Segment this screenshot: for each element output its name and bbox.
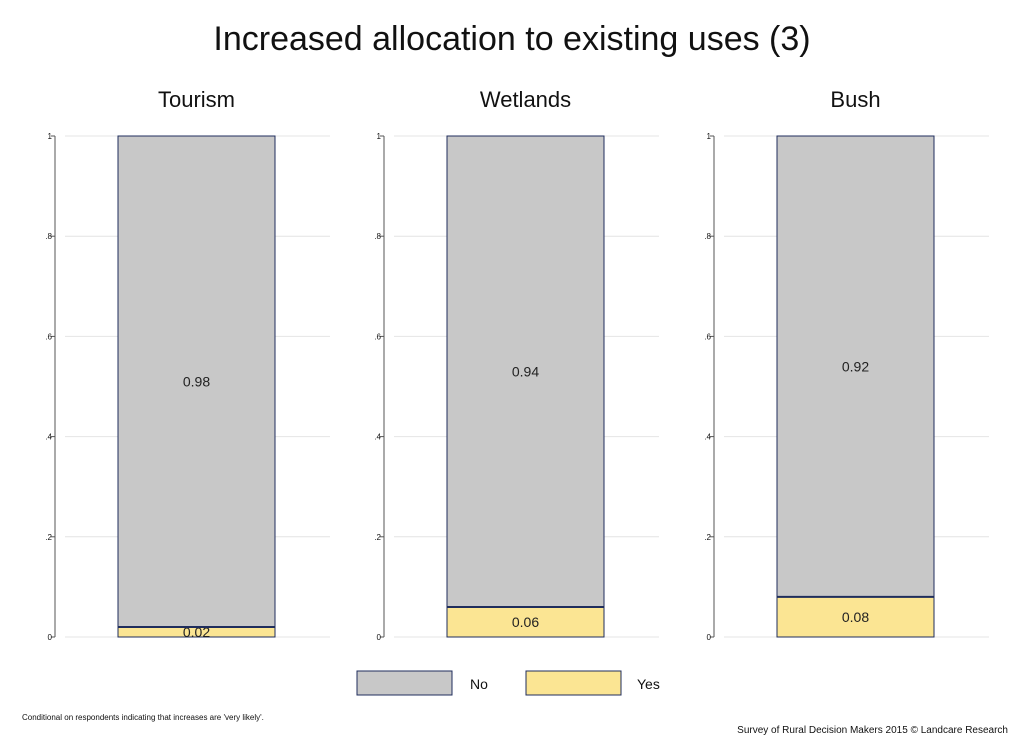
y-tick-label: .8	[374, 232, 381, 241]
panels: Tourism 0 .2 .4 .6 .8 1 0.02 0.98 Wetlands 0 .2 .4 .6…	[45, 87, 989, 642]
data-label-no: 0.98	[183, 373, 210, 389]
legend: No Yes	[356, 670, 660, 696]
bar-no	[776, 135, 935, 598]
data-label-no: 0.94	[512, 363, 539, 379]
data-label-yes: 0.06	[512, 614, 539, 630]
y-tick-label: 0	[377, 633, 382, 642]
y-tick-label: .6	[374, 332, 381, 341]
data-label-yes: 0.02	[183, 624, 210, 640]
bar-yes	[776, 596, 935, 638]
bar-no	[117, 135, 276, 628]
chart-title: Increased allocation to existing uses (3…	[213, 20, 810, 58]
legend-label-yes: Yes	[637, 676, 660, 692]
data-label-no: 0.92	[842, 358, 869, 374]
bar-no	[446, 135, 605, 608]
y-tick-label: .8	[704, 232, 711, 241]
legend-label-no: No	[470, 676, 488, 692]
y-tick-label: .2	[45, 533, 52, 542]
y-tick-label: .2	[374, 533, 381, 542]
y-tick-label: 1	[377, 132, 382, 141]
bar-yes	[446, 606, 605, 638]
panel-title: Tourism	[158, 87, 235, 112]
y-tick-label: .8	[45, 232, 52, 241]
footnote: Conditional on respondents indicating th…	[22, 713, 264, 722]
y-tick-label: 0	[48, 633, 53, 642]
y-tick-label: .4	[704, 433, 711, 442]
panel-title: Bush	[830, 87, 880, 112]
panel-bush: Bush 0 .2 .4 .6 .8 1 0.08 0.92	[704, 87, 989, 642]
y-tick-label: .6	[45, 332, 52, 341]
panel-wetlands: Wetlands 0 .2 .4 .6 .8 1 0.06 0.94	[374, 87, 659, 642]
y-tick-label: 1	[707, 132, 712, 141]
y-tick-label: .6	[704, 332, 711, 341]
legend-swatch-no	[356, 670, 453, 696]
panel-tourism: Tourism 0 .2 .4 .6 .8 1 0.02 0.98	[45, 87, 330, 642]
y-tick-label: .4	[374, 433, 381, 442]
y-tick-label: .2	[704, 533, 711, 542]
panel-title: Wetlands	[480, 87, 571, 112]
y-tick-label: .4	[45, 433, 52, 442]
y-tick-label: 0	[707, 633, 712, 642]
legend-swatch-yes	[525, 670, 622, 696]
y-tick-label: 1	[48, 132, 53, 141]
data-label-yes: 0.08	[842, 609, 869, 625]
source-note: Survey of Rural Decision Makers 2015 © L…	[737, 725, 1008, 736]
